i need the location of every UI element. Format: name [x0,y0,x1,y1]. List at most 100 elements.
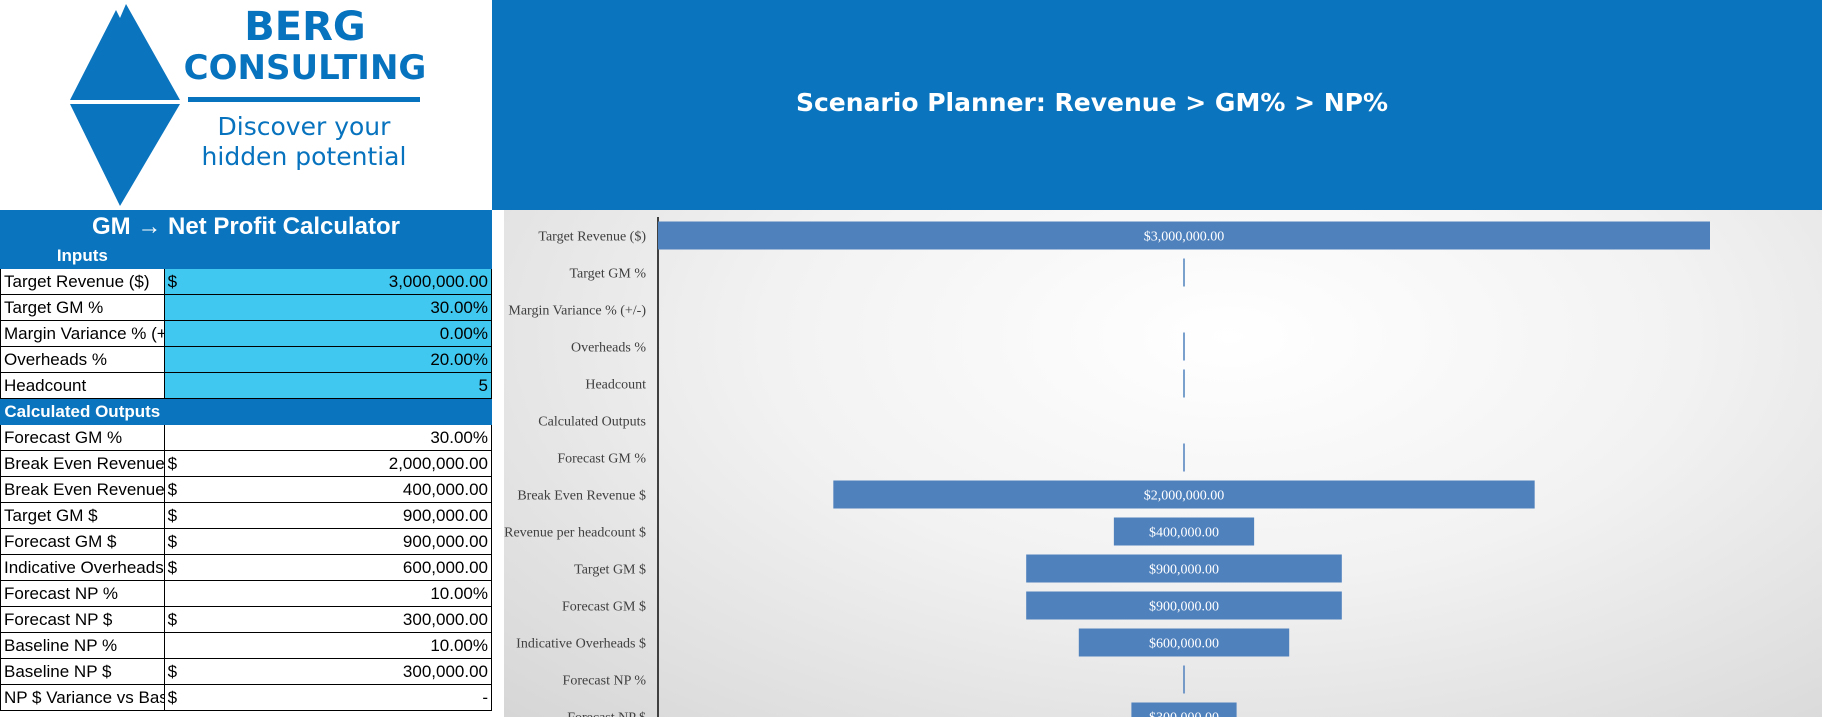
output-row: NP $ Variance vs Baseline$- [0,684,492,711]
bar [1113,517,1255,546]
output-row: Forecast GM $ $900,000.00 [0,528,492,555]
currency-symbol: $ [163,658,328,685]
output-label: Forecast GM $ [0,528,165,555]
currency-symbol: $ [163,502,328,529]
input-label: Margin Variance % (+/-) [0,320,165,347]
output-value-cell: 400,000.00 [327,476,492,503]
currency-symbol: $ [163,554,328,581]
calculator-title: GM → Net Profit Calculator [0,210,492,243]
outputs-header: Calculated Outputs [0,398,165,425]
output-row: Break Even Revenue per headcount $$400,0… [0,476,492,503]
calculator-panel: GM → Net Profit Calculator Inputs Target… [0,210,493,711]
scenario-chart: Target Revenue ($) $3,000,000.00 Target GM… [504,210,1822,717]
input-value-cell[interactable]: 0.00% [327,320,492,347]
logo: BERG CONSULTING Discover your hidden pot… [0,0,492,210]
output-row: Forecast NP $ $300,000.00 [0,606,492,633]
output-label: Baseline NP % [0,632,165,659]
category-label: Target Revenue ($) [538,230,646,245]
input-row: Overheads % 20.00% [0,346,492,373]
brand-name-line1: BERG [244,4,366,50]
currency-symbol [163,294,328,321]
output-row: Target GM $ $900,000.00 [0,502,492,529]
input-value-cell[interactable]: 3,000,000.00 [327,268,492,295]
output-value-cell: 30.00% [327,424,492,451]
currency-symbol: $ [163,450,328,477]
output-row: Break Even Revenue $ $2,000,000.00 [0,450,492,477]
output-value-cell: 300,000.00 [327,658,492,685]
output-value-cell: 900,000.00 [327,502,492,529]
inputs-header-blank [163,242,493,269]
output-label: Target GM $ [0,502,165,529]
tagline-line2: hidden potential [201,142,407,171]
output-row: Forecast NP % 10.00% [0,580,492,607]
output-value-cell: 2,000,000.00 [327,450,492,477]
bar [833,480,1535,509]
input-row: Target GM % 30.00% [0,294,492,321]
currency-symbol: $ [163,528,328,555]
input-value-cell[interactable]: 30.00% [327,294,492,321]
output-row: Baseline NP % 10.00% [0,632,492,659]
funnel-chart-svg: Target Revenue ($) $3,000,000.00 Target GM… [504,217,1710,717]
input-value-cell[interactable]: 5 [327,372,492,399]
output-value-cell: 900,000.00 [327,528,492,555]
category-label: Margin Variance % (+/-) [508,304,646,319]
currency-symbol [163,580,328,607]
output-label: Forecast NP $ [0,606,165,633]
bar [1131,702,1237,717]
category-label: Forecast NP % [563,674,647,689]
input-label: Target Revenue ($) [0,268,165,295]
category-label: Headcount [585,378,646,393]
inputs-header: Inputs [0,242,165,269]
data-label: $3,000,000.00 [1144,230,1225,245]
data-label: $900,000.00 [1149,600,1219,615]
outputs-header-blank [163,398,493,425]
bar [1026,554,1342,583]
output-row: Forecast GM % 30.00% [0,424,492,451]
output-value-cell: 10.00% [327,632,492,659]
output-label: Baseline NP $ [0,658,165,685]
output-row: Indicative Overheads $ $600,000.00 [0,554,492,581]
currency-symbol [163,424,328,451]
currency-symbol: $ [163,684,328,711]
category-label: Forecast NP $ [567,711,646,717]
category-label: Overheads % [571,341,646,356]
data-label: $600,000.00 [1149,637,1219,652]
brand-name-line2: CONSULTING [183,48,427,88]
bar [658,221,1710,250]
output-value-cell: 600,000.00 [327,554,492,581]
input-value-cell[interactable]: 20.00% [327,346,492,373]
input-row: Headcount 5 [0,372,492,399]
input-row: Margin Variance % (+/-) 0.00% [0,320,492,347]
data-label: $300,000.00 [1149,711,1219,717]
bar [1026,591,1342,620]
currency-symbol [163,320,328,347]
output-label: Indicative Overheads $ [0,554,165,581]
header-banner: Scenario Planner: Revenue > GM% > NP% [492,0,1822,210]
iceberg-logo-icon [70,4,180,206]
data-label: $400,000.00 [1149,526,1219,541]
category-label: Break Even Revenue per headcount $ [504,526,646,541]
currency-symbol: $ [163,476,328,503]
output-label: Forecast GM % [0,424,165,451]
data-label: $900,000.00 [1149,563,1219,578]
bar [1078,628,1290,657]
input-label: Target GM % [0,294,165,321]
page-title: Scenario Planner: Revenue > GM% > NP% [795,88,1389,117]
output-label: Break Even Revenue per headcount $ [0,476,165,503]
category-label: Target GM $ [574,563,646,578]
currency-symbol [163,346,328,373]
currency-symbol [163,372,328,399]
category-label: Forecast GM $ [562,600,646,615]
currency-symbol: $ [163,606,328,633]
calculator-table: GM → Net Profit Calculator Inputs Target… [0,210,493,711]
category-label: Forecast GM % [557,452,646,467]
output-value-cell: 300,000.00 [327,606,492,633]
brand-divider [188,97,420,102]
output-row: Baseline NP $ $300,000.00 [0,658,492,685]
category-label: Target GM % [569,267,646,282]
output-value-cell: - [327,684,492,711]
category-label: Indicative Overheads $ [516,637,646,652]
data-label: $2,000,000.00 [1144,489,1225,504]
category-label: Break Even Revenue $ [517,489,646,504]
currency-symbol [163,632,328,659]
